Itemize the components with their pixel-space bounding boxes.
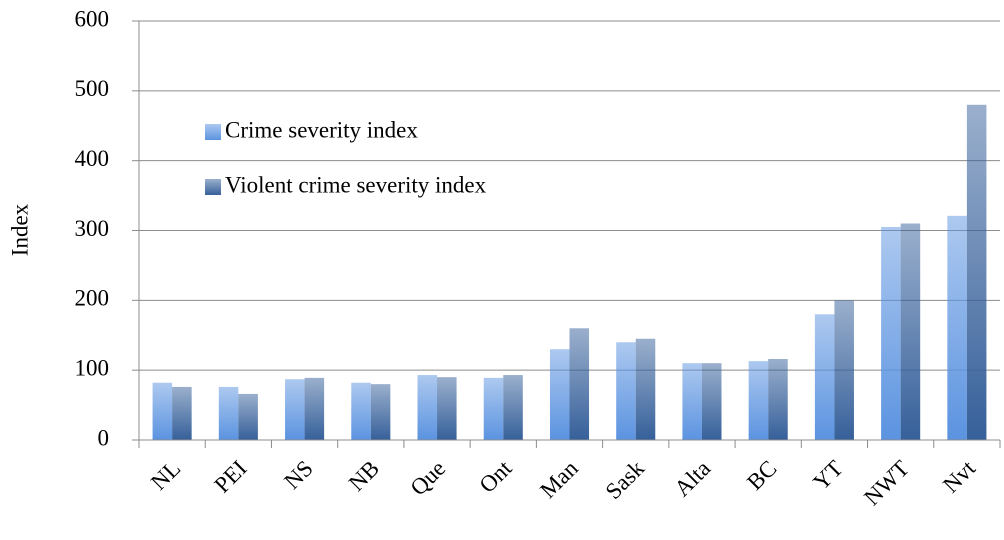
bar: [748, 361, 769, 440]
bar: [635, 338, 656, 440]
x-tick-label: Ont: [474, 455, 517, 498]
x-tick-label: NWT: [859, 456, 914, 511]
bar: [701, 363, 722, 440]
bar: [370, 384, 391, 440]
bar: [152, 382, 173, 440]
x-tick-label: NL: [146, 456, 185, 495]
y-tick-label: 500: [75, 76, 110, 101]
x-tick-label: YT: [808, 456, 847, 495]
bar: [616, 342, 636, 440]
bar: [304, 377, 325, 440]
legend-swatch: [205, 124, 221, 140]
bar: [238, 393, 258, 440]
x-tick-label: NS: [279, 456, 317, 494]
bar: [966, 104, 987, 441]
x-tick-label: BC: [742, 456, 781, 495]
x-tick-label: Nvt: [938, 455, 981, 498]
bar: [947, 215, 967, 440]
y-tick-label: 600: [75, 6, 110, 31]
x-tick-label: Alta: [670, 456, 716, 502]
bar: [881, 227, 901, 440]
y-tick-label: 0: [98, 425, 110, 450]
bar: [768, 358, 788, 440]
bar: [218, 386, 239, 440]
bar: [483, 377, 504, 440]
legend-label: Violent crime severity index: [225, 172, 487, 197]
bar: [503, 375, 523, 440]
bar: [569, 328, 590, 440]
x-tick-label: Que: [406, 456, 451, 501]
x-tick-label: NB: [344, 456, 384, 496]
bar: [814, 314, 835, 440]
bar: [351, 382, 371, 440]
y-tick-label: 400: [75, 146, 110, 171]
bar: [172, 386, 192, 440]
bar: [549, 349, 570, 440]
y-tick-label: 200: [75, 286, 110, 311]
bar: [437, 377, 457, 440]
x-tick-label: Sask: [601, 455, 650, 504]
bar: [900, 223, 921, 440]
legend-swatch: [205, 179, 221, 195]
x-tick-label: Man: [535, 455, 583, 503]
bar: [417, 375, 438, 440]
y-tick-label: 100: [75, 355, 110, 380]
y-tick-label: 300: [75, 216, 110, 241]
y-axis-label: Index: [7, 203, 32, 256]
bar: [682, 363, 702, 440]
bar: [285, 379, 305, 440]
bar: [834, 300, 854, 440]
x-tick-label: PEI: [210, 456, 252, 498]
legend-label: Crime severity index: [225, 117, 418, 142]
